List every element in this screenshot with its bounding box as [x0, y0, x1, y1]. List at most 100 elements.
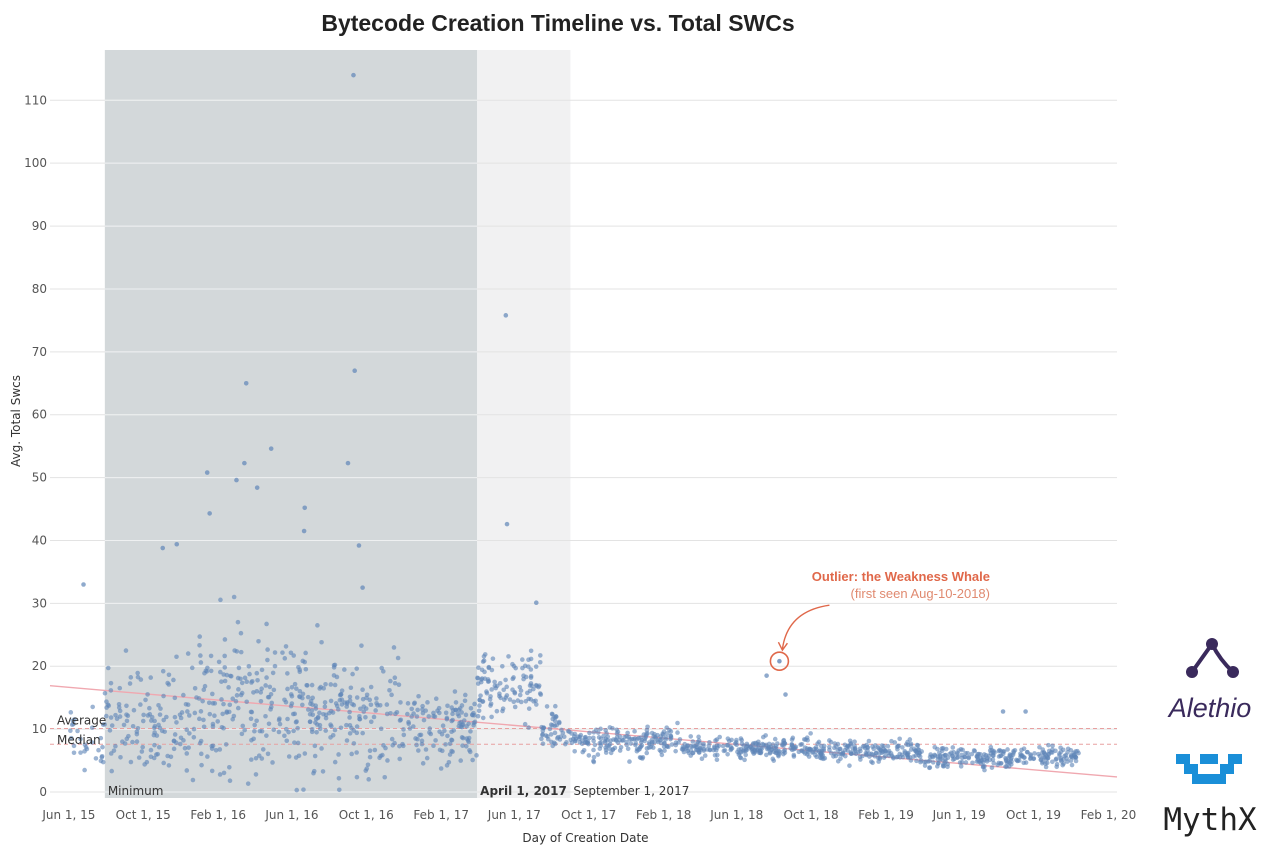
data-point [127, 681, 133, 686]
y-tick-label: 40 [32, 533, 47, 547]
data-point [135, 670, 140, 676]
data-point [772, 736, 778, 742]
y-axis-title: Avg. Total Swcs [9, 375, 23, 467]
data-point [960, 747, 965, 753]
data-point [694, 742, 699, 747]
data-point [111, 748, 117, 753]
data-point [1018, 753, 1024, 758]
data-point [983, 753, 989, 758]
data-point [202, 683, 208, 689]
data-point [230, 696, 236, 702]
data-point [424, 755, 430, 761]
data-point [873, 750, 879, 756]
data-point [449, 737, 454, 743]
data-point [664, 725, 670, 730]
x-tick-label: Oct 1, 18 [784, 808, 839, 822]
data-point [540, 732, 545, 738]
data-point [663, 735, 669, 740]
data-point [481, 654, 487, 659]
data-point [533, 698, 538, 704]
data-point [314, 729, 319, 735]
data-point [518, 699, 524, 705]
data-point [190, 777, 196, 783]
data-point [83, 744, 89, 750]
data-point [254, 670, 260, 676]
data-point [257, 728, 263, 734]
data-point [716, 743, 722, 749]
data-point [397, 718, 403, 723]
data-point [200, 698, 205, 704]
data-point [428, 731, 434, 737]
data-point [291, 728, 296, 734]
data-point [477, 703, 482, 708]
data-point [1046, 742, 1051, 748]
data-point [492, 679, 497, 685]
data-point [707, 740, 712, 745]
data-point [927, 765, 932, 771]
data-point [1023, 709, 1028, 714]
data-point [512, 704, 518, 710]
data-point [256, 753, 262, 758]
data-point [75, 728, 80, 734]
data-point [360, 730, 365, 736]
data-point [152, 718, 157, 724]
data-point [295, 725, 300, 731]
y-tick-label: 80 [32, 282, 47, 296]
data-point [911, 754, 916, 759]
data-point [540, 728, 546, 734]
data-point [959, 752, 964, 758]
data-point [472, 701, 477, 707]
data-point [552, 741, 558, 747]
data-point [475, 675, 481, 681]
data-point [197, 740, 203, 746]
data-point [218, 597, 223, 603]
data-point [124, 712, 129, 717]
data-point [431, 710, 436, 716]
data-point [254, 718, 259, 724]
data-point [702, 753, 708, 758]
data-point [593, 727, 599, 733]
data-point [307, 719, 313, 724]
data-point [1060, 762, 1065, 768]
data-point [996, 748, 1002, 754]
data-point [526, 725, 531, 730]
data-point [423, 747, 429, 752]
data-point [209, 768, 215, 774]
data-point [221, 770, 227, 776]
data-point [242, 675, 248, 681]
data-point [347, 694, 353, 700]
data-point [208, 653, 214, 659]
data-point [1021, 760, 1027, 766]
data-point [323, 712, 329, 718]
data-point [528, 675, 534, 680]
data-point [368, 702, 374, 708]
data-point [179, 710, 185, 715]
data-point [1071, 750, 1076, 756]
data-point [388, 678, 393, 684]
data-point [249, 680, 254, 685]
data-point [763, 733, 768, 738]
data-point [760, 741, 765, 747]
data-point [1068, 758, 1074, 763]
data-point [467, 747, 472, 753]
data-point [638, 739, 644, 745]
data-point [447, 741, 453, 747]
data-point [644, 727, 650, 733]
data-point [358, 706, 363, 712]
data-point [896, 743, 901, 749]
data-point [89, 740, 95, 745]
data-point [669, 742, 675, 747]
data-point [219, 679, 224, 684]
data-point [998, 753, 1004, 758]
data-point [285, 671, 290, 676]
data-point [886, 748, 892, 754]
grid-lines [50, 99, 1117, 793]
data-point [456, 713, 462, 719]
data-point [764, 752, 769, 758]
data-point [134, 739, 140, 744]
data-point [882, 748, 888, 754]
data-point [614, 731, 620, 736]
data-point [1004, 764, 1009, 769]
data-point [865, 745, 871, 750]
data-point [945, 755, 951, 761]
